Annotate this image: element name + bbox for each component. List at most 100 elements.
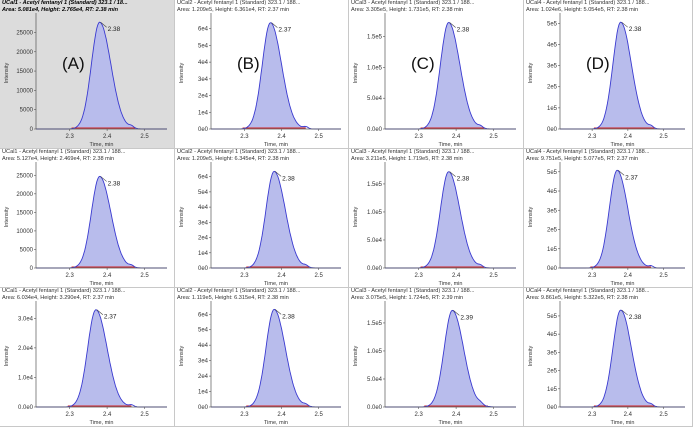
x-tick-label: 2.5 xyxy=(315,134,324,140)
chromatogram-panel[interactable]: UCal1 - Acetyl fentanyl 1 (Standard) 323… xyxy=(0,149,175,288)
y-tick-label: 5.0e4 xyxy=(367,96,383,102)
y-tick-label: 5e4 xyxy=(198,190,209,196)
panel-title: UCal4 - Acetyl fentanyl 1 (Standard) 323… xyxy=(526,0,650,6)
panel-title: UCal2 - Acetyl fentanyl 1 (Standard) 323… xyxy=(177,0,301,6)
y-tick-label: 0.0e0 xyxy=(367,405,383,411)
y-tick-label: 6e4 xyxy=(198,175,209,181)
y-tick-label: 0e0 xyxy=(547,405,558,411)
panel-header: UCal3 - Acetyl fentanyl 1 (Standard) 323… xyxy=(351,0,521,14)
x-tick-label: 2.4 xyxy=(103,273,112,279)
y-tick-label: 1e4 xyxy=(198,390,209,396)
x-tick-label: 2.5 xyxy=(659,134,668,140)
y-axis-label: Intensity xyxy=(4,346,10,367)
rt-label: 2.38 xyxy=(282,313,295,320)
y-axis-label: Intensity xyxy=(4,207,10,228)
x-tick-label: 2.4 xyxy=(277,134,286,140)
panel-stats: Area: 6.034e4, Height: 3.290e4, RT: 2.37… xyxy=(2,295,115,301)
panel-header: UCal4 - Acetyl fentanyl 1 (Standard) 323… xyxy=(526,288,690,302)
y-tick-label: 3e4 xyxy=(198,220,209,226)
peak-area xyxy=(67,309,132,407)
x-axis-label: Time, min xyxy=(264,142,288,148)
x-axis-label: Time, min xyxy=(90,142,114,148)
y-tick-label: 15000 xyxy=(16,69,33,75)
chromatogram-panel[interactable]: UCal2 - Acetyl fentanyl 1 (Standard) 323… xyxy=(175,288,349,427)
chromatogram-panel[interactable]: UCal2 - Acetyl fentanyl 1 (Standard) 323… xyxy=(175,0,349,149)
y-tick-label: 1.5e5 xyxy=(367,35,383,41)
rt-leader xyxy=(449,22,456,28)
y-tick-label: 5e5 xyxy=(547,314,558,320)
y-tick-label: 1.5e5 xyxy=(367,321,383,327)
y-tick-label: 5e5 xyxy=(547,170,558,176)
x-tick-label: 2.3 xyxy=(66,412,75,418)
chromatogram-plot: 2.38 0 5000 10000 15000 20000 25000 2.3 2.4 2.5 Ti… xyxy=(4,13,167,148)
rt-label: 2.37 xyxy=(625,174,638,181)
panel-title: UCal2 - Acetyl fentanyl 1 (Standard) 323… xyxy=(177,149,301,155)
peak-area xyxy=(71,176,136,268)
chromatogram-panel[interactable]: UCal3 - Acetyl fentanyl 1 (Standard) 323… xyxy=(349,0,524,149)
panel-title: UCal4 - Acetyl fentanyl 1 (Standard) 323… xyxy=(526,149,650,155)
panel-header: UCal3 - Acetyl fentanyl 1 (Standard) 323… xyxy=(351,149,521,163)
chromatogram-panel[interactable]: UCal3 - Acetyl fentanyl 1 (Standard) 323… xyxy=(349,149,524,288)
panel-stats: Area: 3.305e5, Height: 1.731e5, RT: 2.38… xyxy=(351,7,464,13)
panel-letter-label: (C) xyxy=(411,54,435,73)
peak-area xyxy=(593,22,655,130)
x-tick-label: 2.4 xyxy=(103,134,112,140)
x-tick-label: 2.5 xyxy=(140,412,149,418)
chromatogram-plot: 2.37 0e0 1e5 2e5 3e5 4e5 5e5 2.3 2.4 2.5 Time, min… xyxy=(528,162,685,287)
x-axis-label: Time, min xyxy=(439,420,463,426)
y-tick-label: 3e4 xyxy=(198,77,209,83)
y-axis-label: Intensity xyxy=(353,346,359,367)
x-axis-label: Time, min xyxy=(439,142,463,148)
panel-stats: Area: 1.119e5, Height: 6.315e4, RT: 2.38… xyxy=(177,295,289,301)
panel-title: UCal4 - Acetyl fentanyl 1 (Standard) 323… xyxy=(526,288,650,294)
rt-leader xyxy=(617,170,625,176)
y-tick-label: 3e5 xyxy=(547,64,558,70)
x-axis-label: Time, min xyxy=(439,281,463,287)
panel-letter-label: (D) xyxy=(586,54,610,73)
y-axis-label: Intensity xyxy=(528,63,534,84)
y-tick-label: 5000 xyxy=(20,247,34,253)
rt-leader xyxy=(274,309,282,315)
y-tick-label: 4e4 xyxy=(198,205,209,211)
x-tick-label: 2.4 xyxy=(624,412,633,418)
y-tick-label: 5e4 xyxy=(198,328,209,334)
chromatogram-panel[interactable]: UCal4 - Acetyl fentanyl 1 (Standard) 323… xyxy=(524,288,693,427)
chromatogram-panel[interactable]: UCal3 - Acetyl fentanyl 1 (Standard) 323… xyxy=(349,288,524,427)
y-tick-label: 1.0e5 xyxy=(367,349,383,355)
y-tick-label: 1e5 xyxy=(547,387,558,393)
y-axis-label: Intensity xyxy=(528,207,534,228)
chromatogram-panel[interactable]: UCal4 - Acetyl fentanyl 1 (Standard) 323… xyxy=(524,0,693,149)
x-tick-label: 2.4 xyxy=(452,412,461,418)
chromatogram-plot: 2.37 0e0 1e4 2e4 3e4 4e4 5e4 6e4 2.3 2.4 2.5 Time, … xyxy=(179,13,341,148)
y-tick-label: 4e4 xyxy=(198,60,209,66)
y-tick-label: 0.0e0 xyxy=(367,127,383,133)
x-tick-label: 2.4 xyxy=(452,273,461,279)
panel-stats: Area: 1.024e6, Height: 5.054e5, RT: 2.38… xyxy=(526,7,639,13)
rt-label: 2.37 xyxy=(104,314,117,321)
peak-area xyxy=(424,310,488,407)
y-tick-label: 5000 xyxy=(20,108,34,114)
x-tick-label: 2.3 xyxy=(66,273,75,279)
y-tick-label: 1.0e4 xyxy=(18,375,34,381)
y-tick-label: 1e4 xyxy=(198,110,209,116)
chromatogram-plot: 2.38 0e0 1e5 2e5 3e5 4e5 5e5 2.3 2.4 2.5 Time, min… xyxy=(528,13,685,148)
chromatogram-panel[interactable]: UCal1 - Acetyl fentanyl 1 (Standard) 323… xyxy=(0,0,175,149)
panel-title: UCal1 - Acetyl fentanyl 1 (Standard) 323… xyxy=(2,0,128,6)
y-tick-label: 0e0 xyxy=(198,127,209,133)
panel-title: UCal2 - Acetyl fentanyl 1 (Standard) 323… xyxy=(177,288,301,294)
y-tick-label: 2e5 xyxy=(547,228,558,234)
y-tick-label: 6e4 xyxy=(198,27,209,33)
chromatogram-panel[interactable]: UCal4 - Acetyl fentanyl 1 (Standard) 323… xyxy=(524,149,693,288)
rt-leader xyxy=(100,21,107,28)
rt-label: 2.38 xyxy=(457,26,470,33)
y-tick-label: 2e5 xyxy=(547,85,558,91)
y-tick-label: 3.0e4 xyxy=(18,316,34,322)
panel-stats: Area: 5.081e4, Height: 2.765e4, RT: 2.38… xyxy=(2,7,119,13)
y-tick-label: 1.5e5 xyxy=(367,182,383,188)
chromatogram-panel[interactable]: UCal2 - Acetyl fentanyl 1 (Standard) 323… xyxy=(175,149,349,288)
chromatogram-panel[interactable]: UCal1 - Acetyl fentanyl 1 (Standard) 323… xyxy=(0,288,175,427)
rt-leader xyxy=(271,22,278,28)
x-tick-label: 2.5 xyxy=(659,273,668,279)
x-axis-label: Time, min xyxy=(264,281,288,287)
